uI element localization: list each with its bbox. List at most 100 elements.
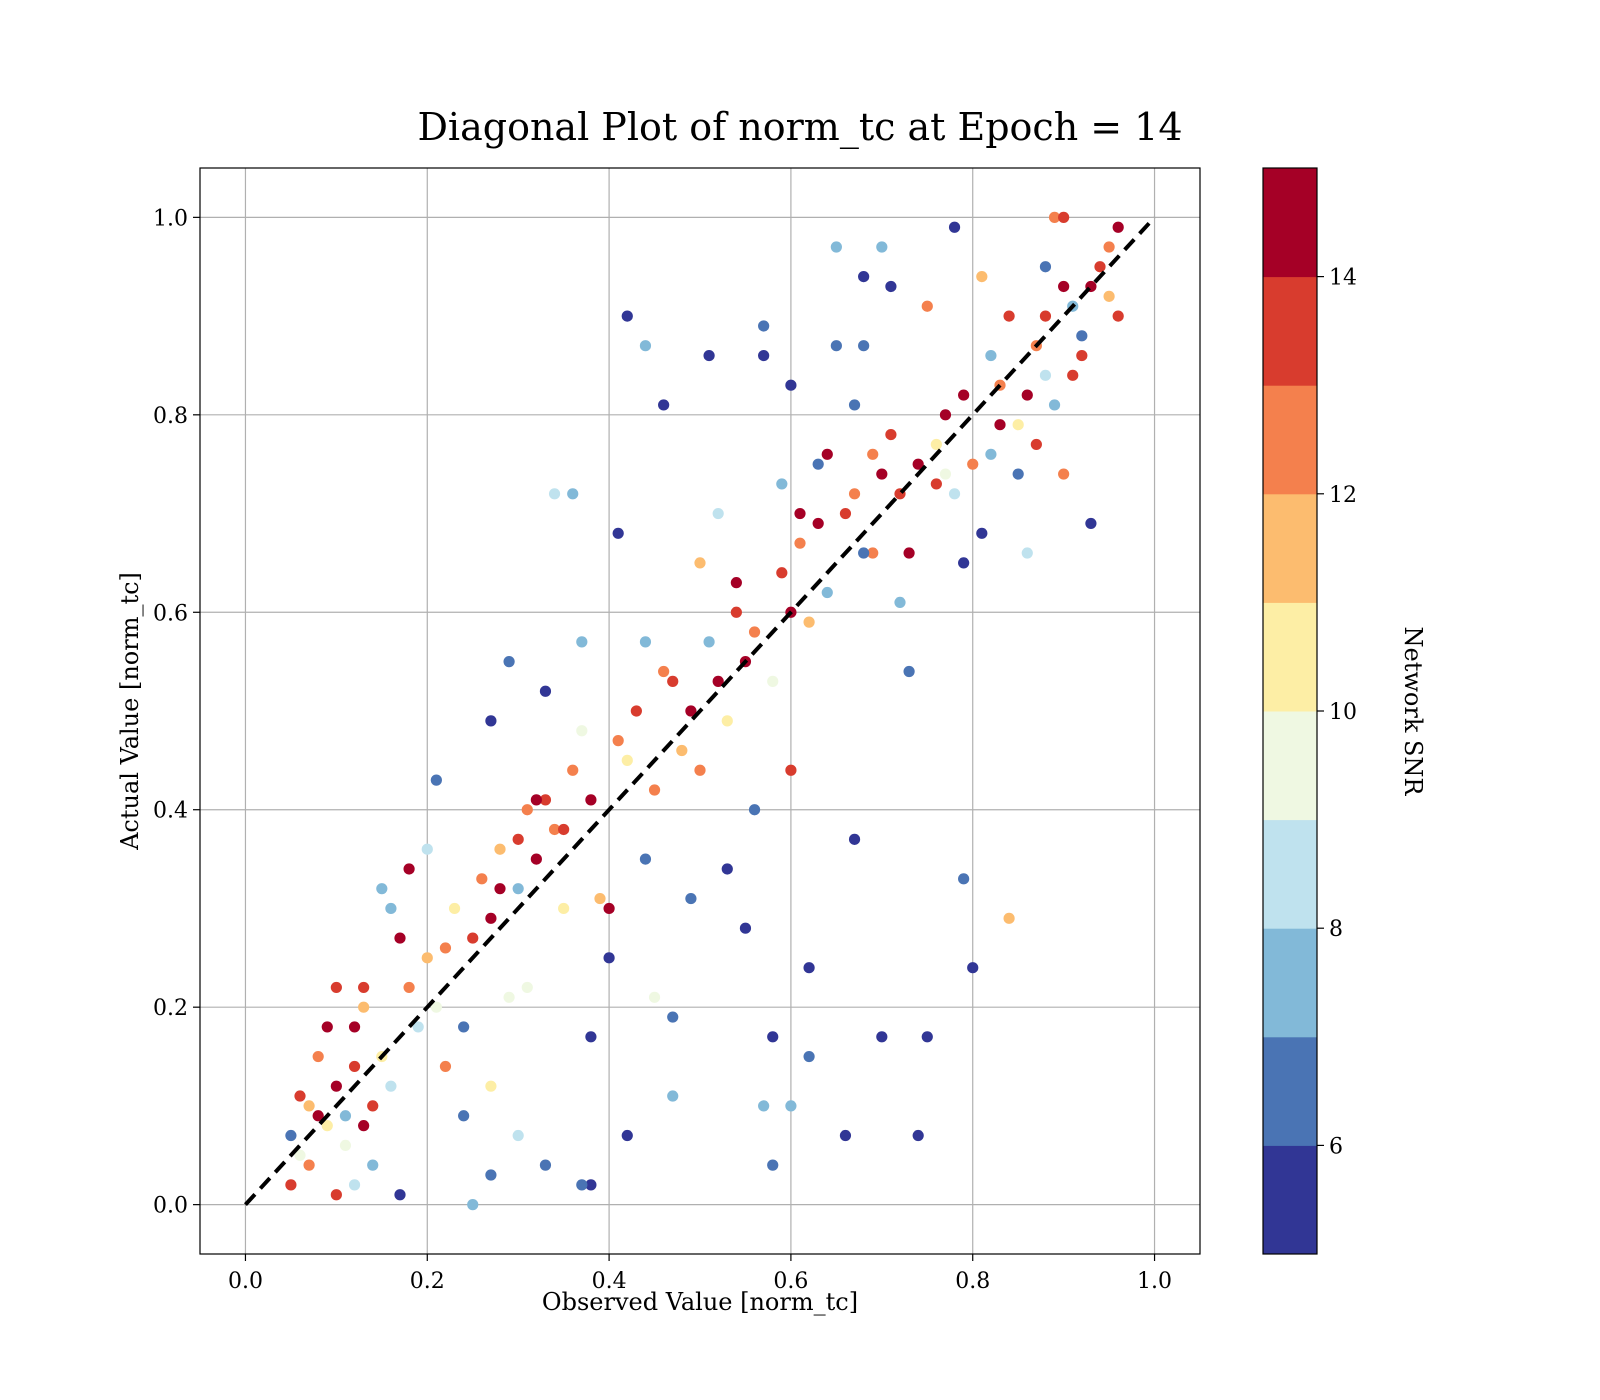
- data-point: [921, 300, 933, 312]
- data-point: [758, 320, 770, 332]
- data-point: [303, 1159, 315, 1171]
- data-point: [712, 675, 724, 687]
- data-points: [285, 211, 1124, 1211]
- x-tick-label: 0.6: [773, 1269, 808, 1294]
- data-point: [367, 1159, 379, 1171]
- data-point: [485, 1169, 497, 1181]
- data-point: [1085, 517, 1097, 530]
- data-point: [548, 488, 561, 500]
- data-point: [1039, 261, 1052, 273]
- data-point: [703, 349, 715, 362]
- data-point: [830, 241, 842, 253]
- data-point: [567, 488, 579, 500]
- data-point: [867, 448, 879, 460]
- data-point: [1103, 241, 1115, 253]
- data-point: [739, 922, 752, 934]
- y-tick-label: 0.2: [153, 996, 188, 1021]
- data-point: [1112, 310, 1124, 322]
- data-point: [339, 1139, 352, 1151]
- data-point: [785, 1100, 797, 1112]
- data-point: [639, 853, 652, 865]
- data-point: [330, 1189, 342, 1201]
- data-point: [1076, 330, 1088, 342]
- data-point: [658, 665, 670, 678]
- colorbar-segment: [1263, 276, 1317, 386]
- data-point: [1103, 290, 1115, 302]
- colorbar-tick-label: 14: [1329, 266, 1357, 291]
- data-point: [776, 478, 788, 490]
- data-point: [376, 883, 388, 895]
- data-point: [967, 962, 979, 974]
- data-point: [730, 606, 742, 618]
- data-point: [485, 1080, 497, 1092]
- data-point: [885, 428, 897, 441]
- data-point: [1039, 310, 1052, 322]
- data-point: [1003, 912, 1015, 924]
- data-point: [1021, 547, 1033, 559]
- data-point: [394, 1189, 406, 1201]
- data-point: [867, 547, 879, 559]
- data-point: [285, 1129, 297, 1142]
- data-point: [985, 349, 997, 362]
- data-point: [767, 1159, 779, 1171]
- colorbar-segment: [1263, 711, 1317, 821]
- colorbar-tick-label: 6: [1329, 1134, 1343, 1159]
- data-point: [603, 902, 615, 915]
- data-point: [621, 310, 633, 322]
- data-point: [312, 1050, 324, 1063]
- data-point: [830, 340, 842, 352]
- colorbar-tick-label: 12: [1329, 483, 1357, 508]
- data-point: [694, 764, 706, 776]
- data-point: [512, 833, 524, 845]
- data-point: [648, 991, 661, 1003]
- colorbar-tick-label: 8: [1329, 917, 1343, 942]
- data-point: [403, 863, 415, 875]
- data-point: [576, 636, 588, 648]
- colorbar-segment: [1263, 602, 1317, 712]
- x-tick-label: 0.2: [410, 1269, 445, 1294]
- data-point: [467, 1199, 479, 1211]
- data-point: [1012, 468, 1024, 480]
- data-point: [430, 774, 442, 786]
- x-tick-label: 0.0: [228, 1269, 263, 1294]
- data-point: [721, 715, 733, 727]
- data-point: [821, 448, 833, 460]
- data-point: [667, 1090, 679, 1102]
- y-tick-label: 1.0: [153, 206, 188, 231]
- plot-frame: [199, 167, 1201, 1255]
- colorbar-segment: [1263, 385, 1317, 495]
- data-point: [448, 902, 461, 915]
- data-point: [948, 221, 961, 233]
- data-point: [912, 1129, 924, 1142]
- data-point: [558, 902, 570, 915]
- data-point: [285, 1179, 297, 1191]
- data-point: [530, 794, 542, 806]
- data-point: [930, 478, 942, 490]
- data-point: [1058, 211, 1070, 223]
- data-point: [530, 853, 542, 865]
- data-point: [1048, 399, 1061, 411]
- data-point: [1112, 221, 1124, 233]
- data-point: [776, 567, 788, 579]
- data-point: [1067, 369, 1079, 381]
- data-point: [512, 883, 524, 895]
- colorbar-segment: [1263, 168, 1317, 278]
- colorbar-label: Network SNR: [1399, 627, 1427, 797]
- data-point: [421, 843, 433, 855]
- data-point: [767, 675, 779, 687]
- data-point: [858, 271, 870, 283]
- data-point: [430, 1001, 442, 1013]
- data-point: [494, 843, 506, 855]
- data-point: [894, 596, 906, 609]
- data-point: [476, 873, 488, 885]
- data-point: [885, 280, 897, 293]
- data-point: [858, 547, 870, 559]
- x-tick-label: 0.8: [955, 1269, 990, 1294]
- data-point: [439, 942, 452, 954]
- data-point: [348, 1060, 361, 1073]
- data-point: [303, 1100, 315, 1112]
- data-point: [358, 1001, 370, 1013]
- data-point: [576, 1179, 588, 1191]
- data-point: [694, 557, 706, 569]
- data-point: [621, 754, 633, 766]
